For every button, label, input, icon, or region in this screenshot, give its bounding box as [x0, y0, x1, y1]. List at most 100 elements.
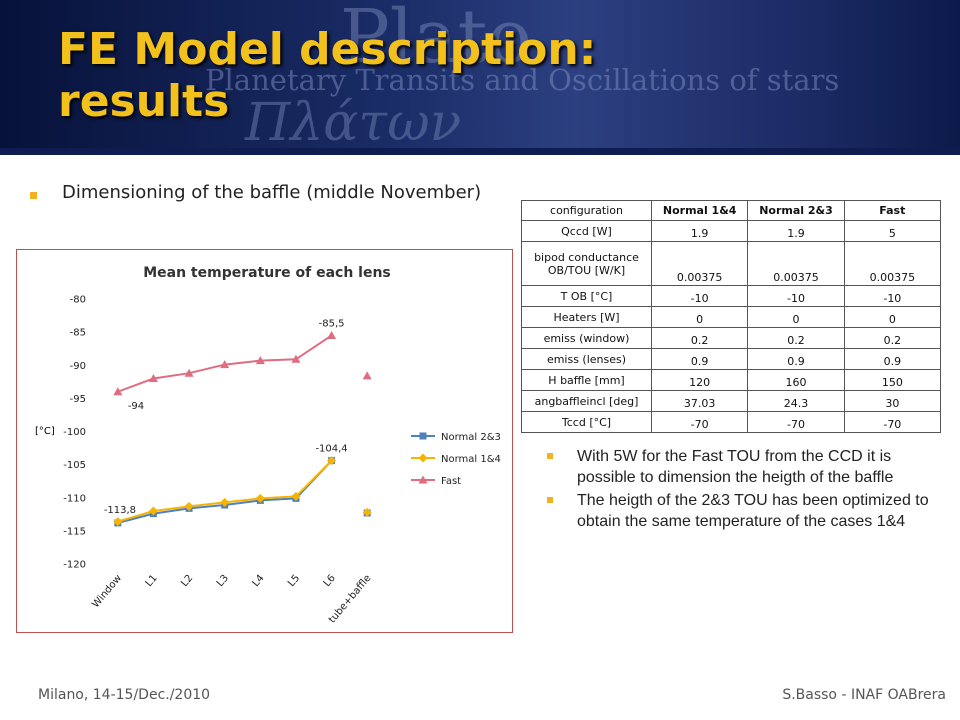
- cell-normal-1-4: 1.9: [650, 220, 749, 242]
- y-axis: -80 -85 -90 -95 -100 -105 -110 -115 -120: [63, 295, 86, 571]
- conclusion-item: The heigth of the 2&3 TOU has been optim…: [545, 490, 945, 532]
- data-point: [184, 368, 194, 377]
- table-row: emiss (lenses) 0.9 0.9 0.9: [521, 348, 942, 370]
- data-point: [291, 354, 301, 363]
- cell-fast: 0.9: [843, 348, 942, 370]
- data-point: [327, 456, 337, 466]
- row-param: emiss (lenses): [521, 348, 652, 370]
- cell-normal-2-3: 1.9: [747, 220, 845, 242]
- series-fast: [113, 330, 372, 396]
- banner-strip: [0, 148, 960, 155]
- header-configuration: configuration: [521, 200, 652, 221]
- data-point: [327, 330, 337, 339]
- cell-normal-1-4: -70: [650, 411, 749, 433]
- cell-normal-1-4: 0.00375: [650, 241, 749, 286]
- legend-item-fast: Fast: [411, 475, 461, 487]
- cell-normal-2-3: -10: [747, 285, 845, 307]
- intro-bullet: [30, 192, 37, 199]
- table-row: Tccd [°C] -70 -70 -70: [521, 411, 942, 433]
- data-point: [291, 491, 301, 501]
- data-label: -104,4: [315, 444, 347, 455]
- cell-normal-2-3: 0: [747, 306, 845, 328]
- footer-event: Milano, 14-15/Dec./2010: [38, 687, 211, 703]
- data-point: [255, 493, 265, 503]
- data-label: -94: [128, 401, 144, 412]
- chart-frame: Mean temperature of each lens [°C] -80 -8…: [16, 249, 513, 633]
- legend-marker: [418, 475, 428, 484]
- data-point: [184, 501, 194, 511]
- cell-fast: 0: [843, 306, 942, 328]
- data-point: [362, 507, 372, 517]
- conclusion-item: With 5W for the Fast TOU from the CCD it…: [545, 446, 945, 488]
- cell-normal-2-3: -70: [747, 411, 845, 433]
- y-tick-label: -110: [63, 493, 86, 504]
- series-line: [117, 459, 333, 523]
- cell-normal-1-4: -10: [650, 285, 749, 307]
- watermark-plato: Plato: [340, 0, 532, 80]
- cell-normal-2-3: 0.2: [747, 327, 845, 349]
- configuration-table: configuration Normal 1&4 Normal 2&3 Fast…: [521, 200, 942, 433]
- header-normal-1-4: Normal 1&4: [650, 200, 749, 221]
- table-header-row: configuration Normal 1&4 Normal 2&3 Fast: [521, 200, 942, 221]
- x-tick-label: L6: [322, 573, 338, 589]
- x-tick-label: L4: [251, 573, 267, 589]
- row-param: emiss (window): [521, 327, 652, 349]
- slide-title-line2: results: [58, 76, 230, 127]
- y-tick-label: -95: [70, 394, 86, 405]
- row-param: Tccd [°C]: [521, 411, 652, 433]
- banner-watermark: Plato Planetary Transits and Oscillation…: [205, 0, 839, 153]
- series-normal-2-3: [114, 457, 371, 527]
- slide-title: FE Model description: results: [58, 24, 596, 128]
- row-param: Qccd [W]: [521, 220, 652, 242]
- cell-fast: 30: [843, 390, 942, 412]
- data-point: [113, 387, 123, 396]
- table-row: Heaters [W] 0 0 0: [521, 306, 942, 328]
- table-row: emiss (window) 0.2 0.2 0.2: [521, 327, 942, 349]
- row-param: bipod conductance OB/TOU [W/K]: [521, 241, 652, 286]
- data-point: [220, 497, 230, 507]
- data-point: [220, 360, 230, 369]
- conclusion-text: With 5W for the Fast TOU from the CCD it…: [577, 448, 894, 486]
- legend-label: Normal 1&4: [441, 454, 501, 465]
- cell-fast: -10: [843, 285, 942, 307]
- data-label: -85,5: [319, 318, 345, 329]
- chart-legend: Normal 2&3 Normal 1&4 Fast: [411, 432, 501, 487]
- header-fast: Fast: [843, 200, 942, 221]
- cell-fast: 5: [843, 220, 942, 242]
- table-row: T OB [°C] -10 -10 -10: [521, 285, 942, 307]
- series-normal-1-4: [113, 456, 372, 527]
- legend-marker: [419, 432, 427, 440]
- x-tick-label: L1: [144, 573, 160, 589]
- cell-fast: 0.2: [843, 327, 942, 349]
- chart-title: Mean temperature of each lens: [143, 265, 391, 281]
- y-tick-label: -100: [63, 427, 86, 438]
- y-tick-label: -120: [63, 560, 86, 571]
- y-tick-label: -90: [70, 361, 86, 372]
- table-row: Qccd [W] 1.9 1.9 5: [521, 220, 942, 242]
- cell-normal-1-4: 0.9: [650, 348, 749, 370]
- header-banner: Plato Planetary Transits and Oscillation…: [0, 0, 960, 155]
- header-normal-2-3: Normal 2&3: [747, 200, 845, 221]
- data-label: -113,8: [104, 505, 136, 516]
- y-tick-label: -85: [70, 328, 86, 339]
- legend-marker: [418, 453, 428, 463]
- row-param: angbaffleincl [deg]: [521, 390, 652, 412]
- temperature-chart: Mean temperature of each lens [°C] -80-8…: [35, 265, 501, 626]
- y-tick-label: -105: [63, 460, 86, 471]
- cell-fast: 150: [843, 369, 942, 391]
- data-point: [148, 506, 158, 516]
- watermark-subtitle: Planetary Transits and Oscillations of s…: [205, 63, 839, 97]
- bullet-icon: [547, 497, 553, 503]
- x-tick-label: L2: [179, 573, 195, 589]
- bullet-icon: [547, 453, 553, 459]
- cell-normal-2-3: 0.00375: [747, 241, 845, 286]
- cell-fast: 0.00375: [843, 241, 942, 286]
- y-tick-label: -80: [70, 295, 86, 306]
- cell-normal-1-4: 37.03: [650, 390, 749, 412]
- data-point: [148, 374, 158, 382]
- cell-normal-1-4: 0: [650, 306, 749, 328]
- cell-fast: -70: [843, 411, 942, 433]
- watermark-greek: Πλάτων: [244, 93, 461, 153]
- row-param: H baffle [mm]: [521, 369, 652, 391]
